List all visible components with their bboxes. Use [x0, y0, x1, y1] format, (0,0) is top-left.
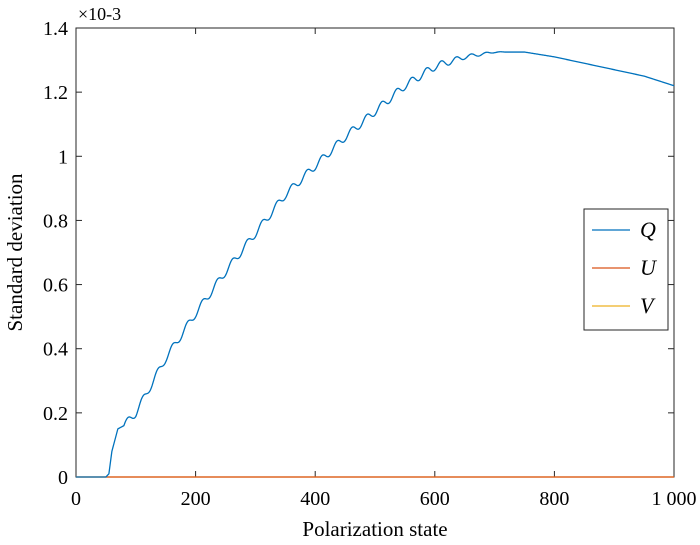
x-tick-label: 200: [181, 488, 211, 510]
x-tick-label: 1 000: [652, 488, 697, 510]
x-tick-label: 600: [420, 488, 450, 510]
y-tick-label: 0: [58, 467, 68, 489]
legend: QUV: [583, 208, 669, 331]
y-axis-exponent: ×10-3: [78, 4, 121, 24]
y-tick-label: 1.4: [43, 18, 68, 40]
series-group: [76, 51, 675, 478]
y-tick-label: 0.8: [43, 210, 68, 232]
x-tick-label: 400: [300, 488, 330, 510]
y-tick-label: 0.4: [43, 339, 68, 361]
x-tick-label: 800: [539, 488, 569, 510]
y-tick-label: 1: [58, 146, 68, 168]
x-tick-label: 0: [71, 488, 81, 510]
x-axis-label: Polarization state: [302, 517, 447, 541]
y-axis-label: Standard deviation: [3, 173, 27, 332]
y-tick-label: 0.6: [43, 275, 68, 297]
series-line-q: [76, 51, 675, 478]
y-tick-label: 1.2: [43, 82, 68, 104]
y-tick-label: 0.2: [43, 403, 68, 425]
legend-label-v: V: [640, 293, 656, 318]
legend-label-u: U: [640, 255, 658, 280]
legend-box: [583, 208, 669, 331]
legend-label-q: Q: [640, 217, 656, 242]
